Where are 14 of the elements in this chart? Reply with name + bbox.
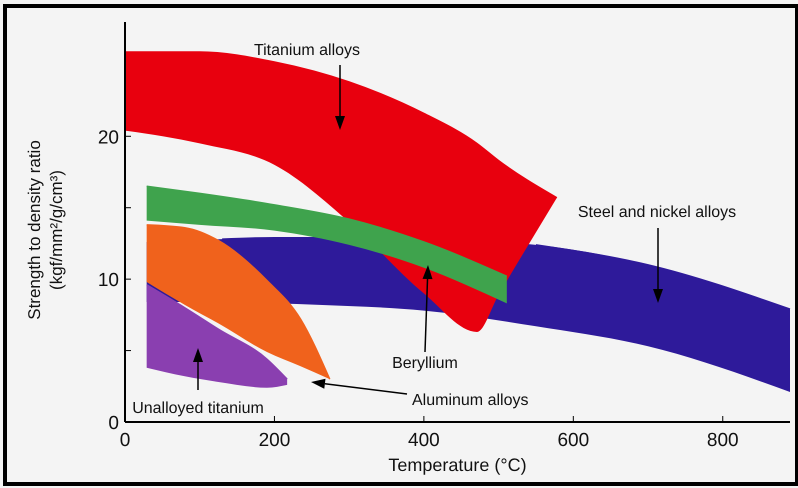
x-tick-label: 600 bbox=[557, 430, 590, 451]
text: Beryllium bbox=[392, 355, 458, 372]
series-label: Unalloyed titanium bbox=[132, 400, 264, 417]
series-label: Titanium alloys bbox=[254, 42, 360, 59]
y-tick-label: 20 bbox=[98, 127, 119, 148]
series-label: Steel and nickel alloys bbox=[578, 204, 736, 221]
x-tick-label: 200 bbox=[258, 430, 290, 451]
y-axis-title: Strength to density ratio (kgf/mm²/g/cm³) bbox=[25, 140, 66, 320]
x-tick-label: 800 bbox=[706, 430, 739, 451]
text: Aluminum alloys bbox=[412, 392, 528, 409]
y-tick-label: 10 bbox=[98, 270, 119, 292]
y-tick-label: 0 bbox=[108, 413, 119, 434]
x-axis-title: Temperature (°C) bbox=[388, 455, 527, 475]
x-tick-label: 400 bbox=[408, 430, 440, 451]
